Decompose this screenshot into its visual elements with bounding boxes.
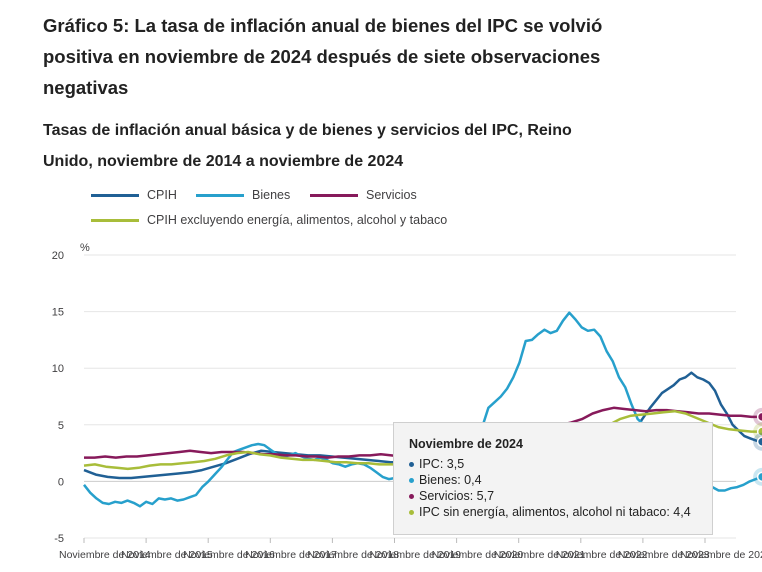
chart-title: Gráfico 5: La tasa de inflación anual de… [43,15,603,98]
tooltip-dot-servicios [409,493,414,499]
x-tick-label-10: Noviembre de 2024 [680,549,762,561]
tooltip-title: Noviembre de 2024 [409,437,523,451]
x-tick-label-3: Noviembre de 2017 [245,549,337,561]
y-tick-label-2: 5 [58,420,64,432]
end-marker-0[interactable] [756,411,762,423]
y-axis-ticks: -5 0 5 10 15 20 [52,250,64,545]
x-tick-label-8: Noviembre de 2022 [556,549,648,561]
legend-label-servicios: Servicios [366,188,417,202]
tooltip-row-cpih-core: IPC sin energía, alimentos, alcohol ni t… [409,504,698,520]
y-tick-label-3: 10 [52,363,64,375]
legend-item-bienes[interactable]: Bienes [196,188,290,202]
end-marker-3[interactable] [756,471,762,483]
hover-tooltip: Noviembre de 2024 IPC: 3,5 Bienes: 0,4 S… [393,422,713,535]
tooltip-dot-cpih [409,461,414,467]
legend-swatch-cpih-core [91,218,139,222]
legend-label-cpih-core: CPIH excluyendo energía, alimentos, alco… [147,213,448,227]
y-tick-label-4: 15 [52,307,64,319]
tooltip-row-servicios: Servicios: 5,7 [409,488,698,504]
x-tick-label-2: Noviembre de 2016 [183,549,275,561]
x-tick-label-7: Noviembre de 2021 [494,549,586,561]
tooltip-label-servicios: Servicios: 5,7 [419,489,495,503]
tooltip-dot-bienes [409,477,414,483]
legend-label-cpih: CPIH [147,188,177,202]
end-marker-2[interactable] [756,436,762,448]
tooltip-label-bienes: Bienes: 0,4 [419,473,482,487]
x-tick-label-9: Noviembre de 2023 [618,549,710,561]
end-markers [753,407,762,486]
x-tick-label-1: Noviembre de 2015 [121,549,213,561]
legend-item-cpih-core[interactable]: CPIH excluyendo energía, alimentos, alco… [91,213,447,227]
legend-swatch-bienes [196,193,244,197]
y-tick-label-5: 20 [52,250,64,262]
legend-item-cpih[interactable]: CPIH [91,188,177,202]
y-tick-label-1: 0 [58,476,64,488]
x-tick-label-5: Noviembre de 2019 [370,549,462,561]
tooltip-label-cpih: IPC: 3,5 [419,457,465,471]
series-line-1[interactable] [83,311,762,508]
y-tick-label-0: -5 [54,533,64,545]
tooltip-row-bienes: Bienes: 0,4 [409,472,698,488]
x-tick-label-6: Noviembre de 2020 [432,549,524,561]
x-tick-label-0: Noviembre de 2014 [59,549,151,561]
legend-swatch-cpih [91,193,139,197]
legend-label-bienes: Bienes [252,188,291,202]
tooltip-dot-cpih-core [409,509,414,515]
legend-item-servicios[interactable]: Servicios [310,188,417,202]
chart-subtitle: Tasas de inflación anual básica y de bie… [43,122,572,170]
tooltip-row-cpih: IPC: 3,5 [409,456,698,472]
y-axis-label: % [80,242,90,254]
x-tick-label-4: Noviembre de 2018 [307,549,399,561]
tooltip-label-cpih-core: IPC sin energía, alimentos, alcohol ni t… [419,505,691,519]
legend-swatch-servicios [310,193,358,197]
end-marker-1[interactable] [756,426,762,437]
